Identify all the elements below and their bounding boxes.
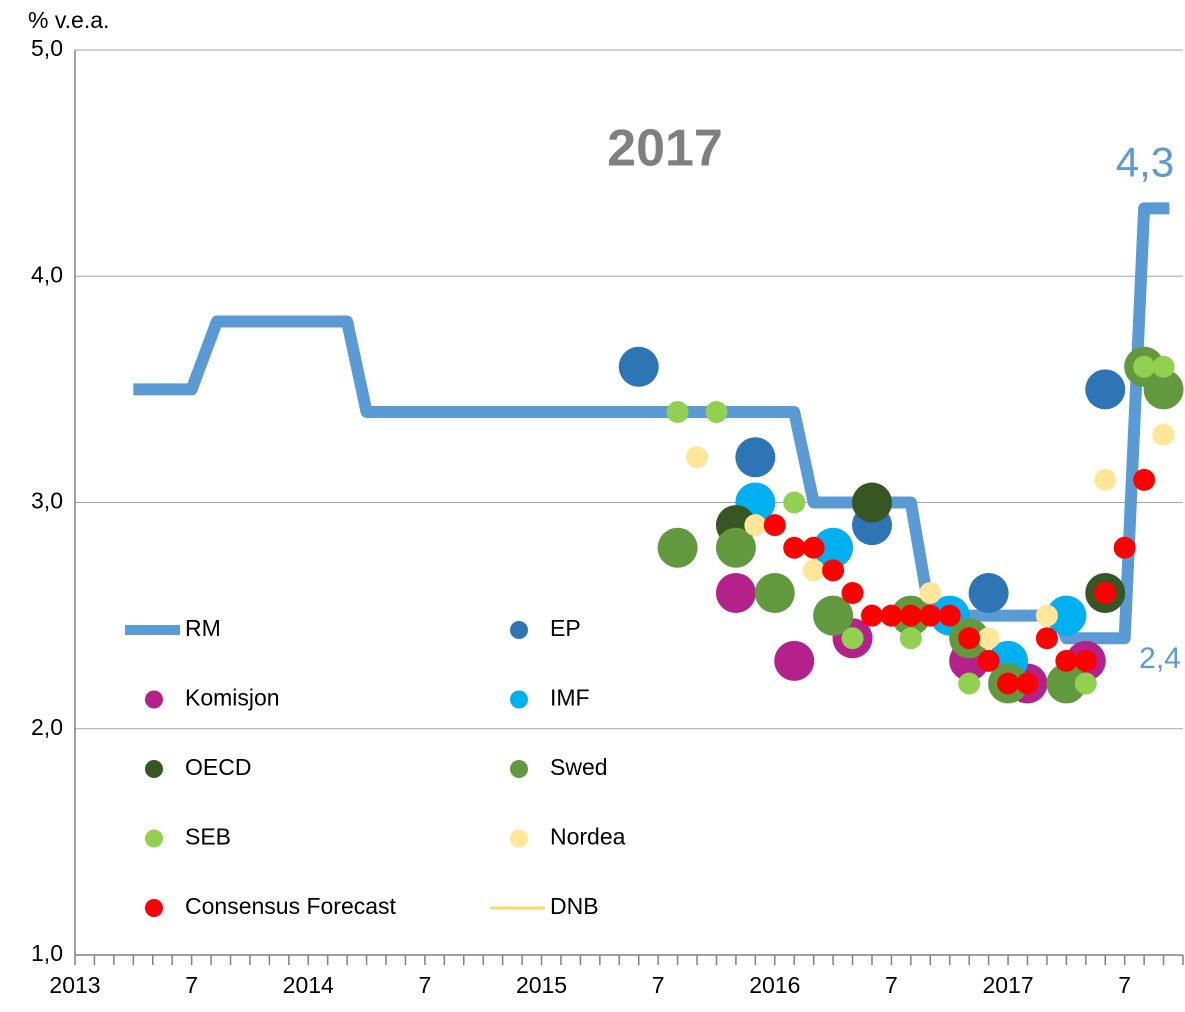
x-tick-label: 2014 — [283, 972, 334, 998]
scatter-point — [841, 582, 864, 604]
annotation: 2,4 — [1139, 642, 1181, 675]
scatter-point — [754, 573, 795, 613]
scatter-point — [813, 527, 854, 568]
scatter-point — [899, 604, 922, 627]
scatter-point — [1085, 369, 1126, 410]
legend-label: Nordea — [550, 824, 626, 850]
scatter-point — [880, 604, 903, 627]
x-tick-label: 2013 — [49, 972, 100, 998]
scatter-point — [1055, 649, 1078, 672]
chart-title: 2017 — [607, 120, 723, 178]
scatter-point — [1046, 595, 1087, 636]
scatter-point — [618, 346, 659, 387]
scatter-point — [715, 527, 756, 568]
legend-label: Swed — [550, 754, 608, 780]
scatter-point — [860, 604, 883, 627]
scatter-point — [1152, 423, 1175, 446]
legend-swatch — [510, 829, 528, 848]
legend-swatch — [510, 621, 528, 639]
legend-swatch — [510, 690, 528, 709]
scatter-point — [977, 627, 1000, 650]
scatter-point — [1143, 369, 1184, 410]
legend-swatch — [145, 829, 163, 848]
x-tick-label: 7 — [418, 972, 431, 998]
y-tick-label: 2,0 — [31, 714, 63, 740]
legend-label: SEB — [185, 824, 231, 850]
scatter-point — [822, 559, 845, 582]
x-tick-label: 7 — [185, 972, 198, 998]
x-tick-label: 7 — [1118, 972, 1131, 998]
scatter-point — [841, 627, 864, 650]
scatter-point — [783, 491, 806, 514]
scatter-point — [1074, 649, 1097, 672]
legend-label: Consensus Forecast — [185, 893, 397, 919]
scatter-point — [899, 627, 922, 650]
scatter-point — [919, 604, 942, 627]
legend-label: DNB — [550, 893, 599, 919]
scatter-point — [851, 482, 892, 523]
scatter-point — [763, 514, 786, 537]
scatter-point — [958, 627, 981, 650]
scatter-point — [1074, 672, 1097, 695]
scatter-point — [744, 514, 767, 537]
y-tick-label: 5,0 — [31, 35, 63, 61]
scatter-point — [802, 536, 825, 559]
legend-swatch — [145, 690, 163, 709]
scatter-point — [977, 649, 1000, 672]
scatter-point — [1133, 468, 1156, 491]
legend-label: OECD — [185, 754, 251, 780]
scatter-point — [1113, 536, 1136, 559]
legend-swatch — [145, 899, 163, 917]
scatter-point — [657, 527, 698, 568]
y-tick-label: 3,0 — [31, 488, 63, 514]
x-tick-label: 2016 — [749, 972, 800, 998]
line-series — [133, 202, 1170, 645]
y-tick-label: 1,0 — [31, 940, 63, 966]
scatter-point — [1035, 627, 1058, 650]
scatter-point — [1094, 468, 1117, 491]
x-tick-label: 2015 — [516, 972, 567, 998]
x-tick-label: 2017 — [982, 972, 1033, 998]
scatter-point — [1133, 355, 1156, 378]
scatter-point — [802, 559, 825, 582]
scatter-point — [774, 640, 815, 681]
scatter-point — [919, 582, 942, 604]
scatter-point — [938, 604, 961, 627]
legend-swatch — [510, 760, 528, 778]
scatter-point — [997, 672, 1020, 695]
scatter-point — [1016, 672, 1039, 695]
legend-label: EP — [550, 615, 581, 641]
y-axis-label: % v.e.a. — [28, 7, 109, 33]
y-tick-label: 4,0 — [31, 261, 63, 287]
legend-label: Komisjon — [185, 685, 280, 711]
legend-swatch — [145, 760, 163, 778]
scatter-point — [813, 595, 854, 636]
scatter-point — [666, 401, 689, 423]
scatter-point — [1152, 355, 1175, 378]
legend-label: IMF — [550, 685, 590, 711]
scatter-point — [1046, 663, 1087, 704]
scatter-point — [705, 401, 728, 423]
scatter-point — [686, 446, 709, 469]
scatter-point — [715, 573, 756, 613]
scatter-point — [1035, 604, 1058, 627]
legend-label: RM — [185, 615, 221, 641]
annotation: 4,3 — [1116, 138, 1174, 185]
scatter-point — [968, 573, 1009, 613]
x-tick-label: 7 — [885, 972, 898, 998]
scatter-point — [958, 672, 981, 695]
x-tick-label: 7 — [652, 972, 665, 998]
scatter-point — [735, 437, 776, 478]
scatter-point — [783, 536, 806, 559]
scatter-point — [1094, 582, 1117, 604]
